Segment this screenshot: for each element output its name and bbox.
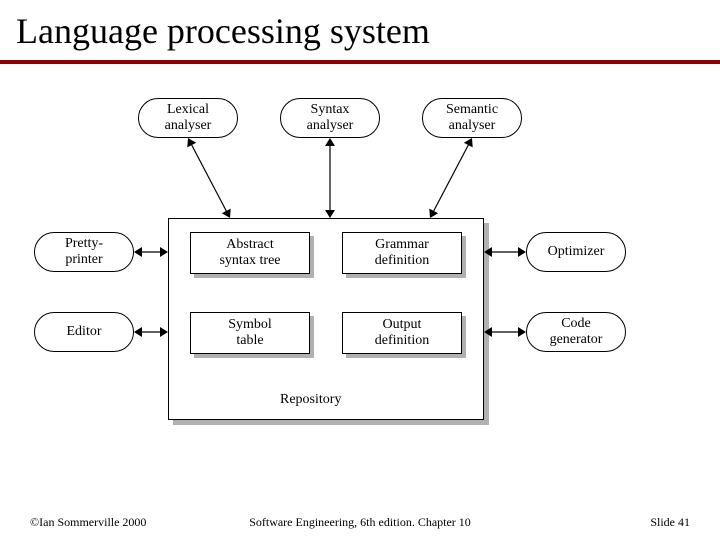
node-output-definition: Outputdefinition: [342, 312, 462, 354]
node-symbol-table: Symboltable: [190, 312, 310, 354]
node-label: Symboltable: [228, 317, 272, 349]
node-syntax-analyser: Syntaxanalyser: [280, 98, 380, 138]
node-label: Outputdefinition: [375, 317, 429, 349]
node-pretty-printer: Pretty-printer: [34, 232, 134, 272]
node-editor: Editor: [34, 312, 134, 352]
node-abstract-syntax-tree: Abstractsyntax tree: [190, 232, 310, 274]
node-label: Codegenerator: [550, 316, 603, 348]
diagram-area: Abstractsyntax tree Grammardefinition Sy…: [0, 80, 720, 480]
node-label: Lexicalanalyser: [165, 102, 212, 134]
node-lexical-analyser: Lexicalanalyser: [138, 98, 238, 138]
repository-label: Repository: [280, 392, 341, 408]
node-optimizer: Optimizer: [526, 232, 626, 272]
node-label: Abstractsyntax tree: [219, 237, 280, 269]
node-label: Syntaxanalyser: [307, 102, 354, 134]
slide-page: Language processing system Abstractsynta…: [0, 0, 720, 540]
footer-slide: Slide 41: [650, 515, 690, 530]
node-code-generator: Codegenerator: [526, 312, 626, 352]
node-label: Semanticanalyser: [446, 102, 498, 134]
node-label: Editor: [67, 324, 102, 340]
node-label: Pretty-printer: [65, 236, 103, 268]
node-label: Optimizer: [548, 244, 605, 260]
node-label: Grammardefinition: [375, 237, 429, 269]
title-rule: [0, 60, 720, 64]
node-grammar-definition: Grammardefinition: [342, 232, 462, 274]
footer-chapter: Software Engineering, 6th edition. Chapt…: [0, 515, 720, 530]
page-title: Language processing system: [16, 10, 430, 52]
node-semantic-analyser: Semanticanalyser: [422, 98, 522, 138]
